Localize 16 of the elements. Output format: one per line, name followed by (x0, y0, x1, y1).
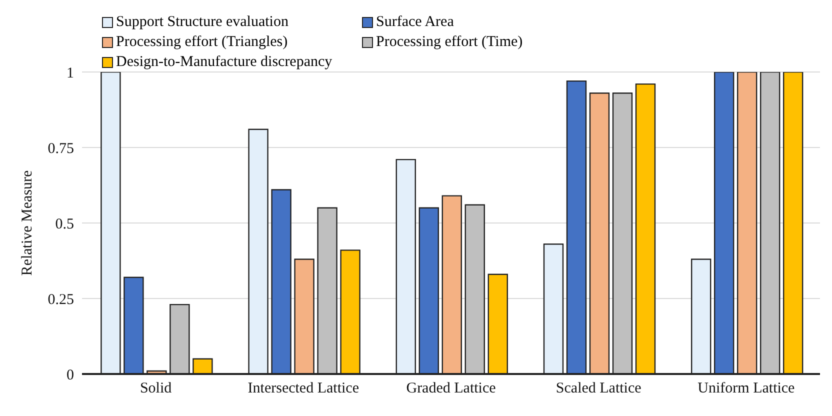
x-tick-label: Scaled Lattice (556, 380, 642, 397)
legend-label: Design-to-Manufacture discrepancy (116, 53, 332, 72)
x-tick-label: Intersected Lattice (248, 380, 360, 397)
y-tick-label: 0 (66, 367, 74, 384)
x-tick-label: Graded Lattice (406, 380, 496, 397)
legend-label: Processing effort (Triangles) (116, 33, 288, 52)
legend-label: Processing effort (Time) (376, 33, 523, 52)
legend-label: Support Structure evaluation (116, 13, 288, 32)
y-axis-title: Relative Measure (19, 170, 36, 276)
legend-label: Surface Area (376, 13, 454, 32)
y-tick-label: 0.75 (48, 140, 74, 157)
x-tick-label: Solid (140, 380, 172, 397)
y-tick-label: 1 (66, 65, 74, 82)
x-tick-label: Uniform Lattice (698, 380, 796, 397)
y-tick-label: 0.5 (55, 216, 74, 232)
y-tick-label: 0.25 (48, 292, 74, 308)
